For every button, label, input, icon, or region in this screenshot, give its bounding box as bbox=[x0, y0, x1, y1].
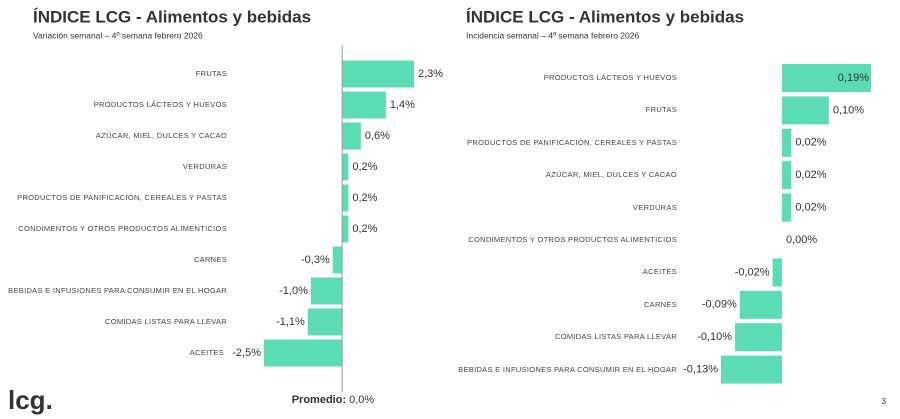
category-label: COMIDAS LISTAS PARA LLEVAR bbox=[104, 317, 227, 326]
value-label: -1,1% bbox=[276, 316, 305, 328]
bar bbox=[781, 96, 829, 125]
bar bbox=[342, 215, 349, 243]
category-label: FRUTAS bbox=[645, 105, 677, 115]
category-label: CARNES bbox=[193, 255, 227, 264]
category-label: CONDIMENTOS Y OTROS PRODUCTOS ALIMENTICI… bbox=[468, 235, 677, 244]
bar bbox=[342, 153, 349, 181]
bar bbox=[342, 91, 386, 119]
bar bbox=[735, 323, 782, 352]
category-label: AZÚCAR, MIEL, DULCES Y CACAO bbox=[95, 131, 227, 140]
category-label: AZÚCAR, MIEL, DULCES Y CACAO bbox=[545, 170, 677, 180]
category-label: ACEITES bbox=[189, 348, 224, 357]
value-label: 0,00% bbox=[786, 234, 817, 246]
value-label: 0,2% bbox=[352, 161, 377, 173]
value-label: 0,02% bbox=[795, 137, 826, 149]
value-label: 0,02% bbox=[795, 169, 826, 181]
page-number: 3 bbox=[882, 397, 887, 406]
category-label: PRODUCTOS LÁCTEOS Y HUEVOS bbox=[93, 100, 227, 109]
average-label: Promedio: bbox=[292, 394, 346, 406]
category-label: CONDIMENTOS Y OTROS PRODUCTOS ALIMENTICI… bbox=[18, 224, 227, 233]
category-label: ACEITES bbox=[642, 267, 677, 277]
value-label: 1,4% bbox=[390, 99, 415, 111]
bar bbox=[310, 277, 343, 305]
value-label: 0,02% bbox=[795, 202, 826, 214]
bar bbox=[342, 122, 361, 150]
category-label: VERDURAS bbox=[632, 202, 677, 212]
value-label: -0,13% bbox=[683, 364, 718, 376]
value-label: 0,19% bbox=[838, 72, 869, 84]
bar bbox=[307, 308, 343, 336]
bar bbox=[721, 355, 782, 384]
category-label: PRODUCTOS DE PANIFICACIÓN, CEREALES Y PA… bbox=[467, 137, 677, 147]
category-label: CARNES bbox=[643, 299, 677, 309]
chart-title: ÍNDICE LCG - Alimentos y bebidas bbox=[33, 7, 311, 26]
value-label: 0,2% bbox=[352, 223, 377, 235]
chart-title: ÍNDICE LCG - Alimentos y bebidas bbox=[466, 7, 744, 26]
category-label: VERDURAS bbox=[182, 162, 227, 171]
value-label: 0,2% bbox=[352, 192, 377, 204]
category-label: COMIDAS LISTAS PARA LLEVAR bbox=[554, 332, 677, 342]
average-value: 0,0% bbox=[349, 394, 374, 406]
value-label: 0,10% bbox=[833, 104, 864, 116]
value-label: -0,10% bbox=[697, 331, 732, 343]
value-label: -1,0% bbox=[279, 285, 308, 297]
value-label: -2,5% bbox=[232, 347, 261, 359]
category-label: PRODUCTOS DE PANIFICACIÓN, CEREALES Y PA… bbox=[17, 193, 227, 202]
category-label: BEBIDAS E INFUSIONES PARA CONSUMIR EN EL… bbox=[458, 364, 677, 374]
value-label: 0,6% bbox=[365, 130, 390, 142]
chart-subtitle: Incidencia semanal – 4º semana febrero 2… bbox=[466, 30, 639, 40]
bar bbox=[781, 193, 792, 222]
bar bbox=[739, 290, 782, 319]
category-label: BEBIDAS E INFUSIONES PARA CONSUMIR EN EL… bbox=[8, 286, 227, 295]
bar bbox=[781, 161, 792, 190]
bar bbox=[781, 64, 871, 92]
value-label: 2,3% bbox=[418, 68, 443, 80]
logo: lcg. bbox=[8, 385, 53, 415]
bar bbox=[342, 60, 414, 88]
value-label: -0,3% bbox=[301, 254, 330, 266]
bar bbox=[781, 128, 792, 157]
bar bbox=[332, 246, 343, 274]
bar bbox=[342, 184, 349, 212]
value-label: -0,02% bbox=[735, 266, 770, 278]
chart-subtitle: Variación semanal – 4º semana febrero 20… bbox=[33, 30, 203, 40]
category-label: PRODUCTOS LÁCTEOS Y HUEVOS bbox=[543, 73, 677, 82]
category-label: FRUTAS bbox=[195, 69, 227, 78]
value-label: -0,09% bbox=[702, 299, 737, 311]
bar bbox=[264, 339, 343, 367]
bar bbox=[772, 258, 782, 287]
